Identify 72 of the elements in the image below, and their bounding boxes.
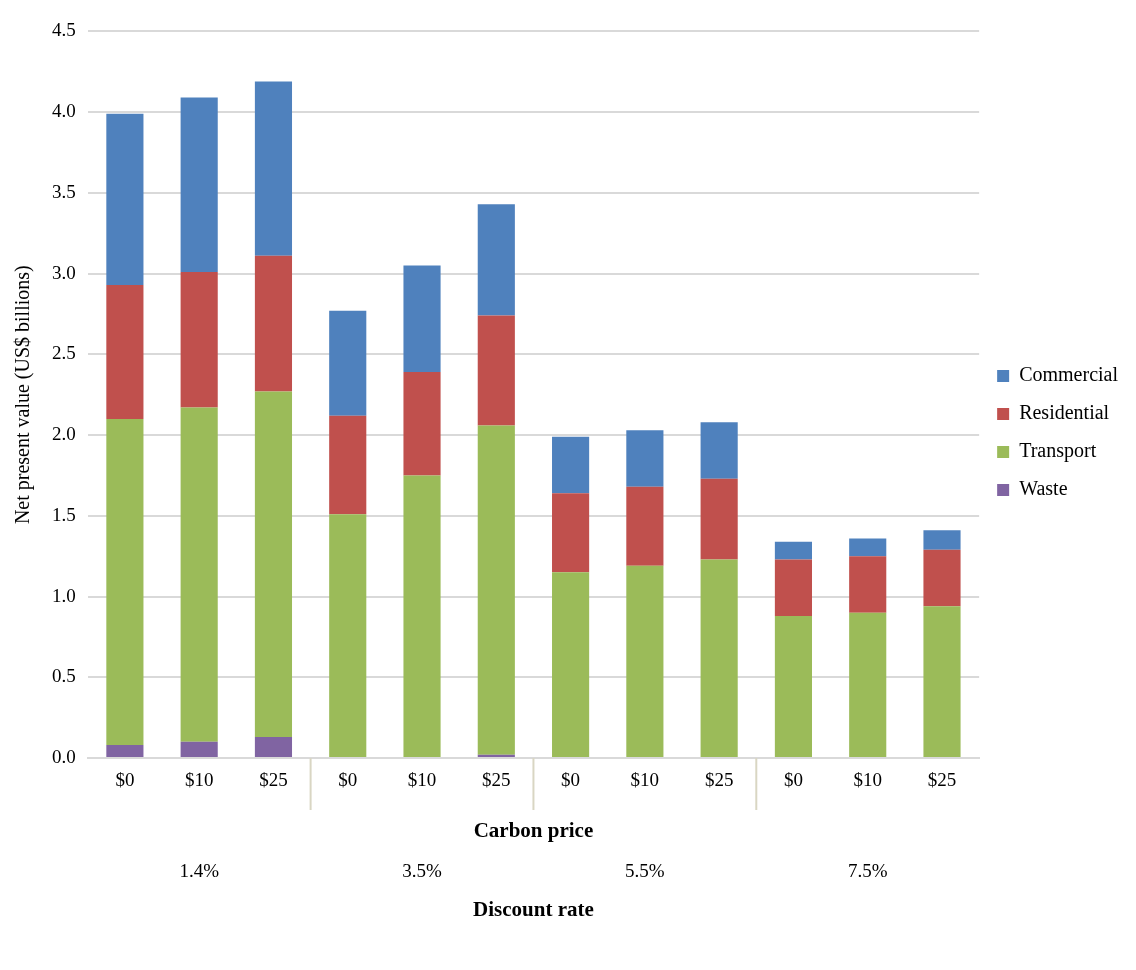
x-tick-label: $25 bbox=[482, 769, 511, 791]
y-tick-label: 1.5 bbox=[52, 503, 76, 525]
bar bbox=[180, 407, 218, 742]
x-tick-label: $25 bbox=[704, 769, 734, 791]
x-tick-label: $0 bbox=[115, 769, 135, 791]
legend-label: Waste bbox=[1019, 477, 1068, 500]
bar bbox=[254, 391, 293, 738]
bar bbox=[774, 559, 813, 616]
y-tick-label: 2.0 bbox=[52, 423, 76, 445]
x-tick-label: $10 bbox=[184, 769, 214, 791]
bar bbox=[552, 572, 590, 757]
bar bbox=[254, 737, 293, 757]
bar bbox=[106, 418, 144, 746]
legend-label: Residential bbox=[1019, 401, 1110, 424]
y-tick-label: 3.0 bbox=[52, 261, 76, 283]
x-tick-label: $25 bbox=[259, 769, 288, 791]
y-tick-label: 0.5 bbox=[52, 665, 76, 687]
bar bbox=[180, 741, 218, 757]
y-tick-label: 2.5 bbox=[52, 342, 76, 364]
x-tick-label: $0 bbox=[783, 769, 803, 791]
bar bbox=[329, 514, 367, 757]
y-tick-label: 4.0 bbox=[52, 100, 76, 122]
bar bbox=[329, 310, 367, 416]
x-tick-label: $10 bbox=[853, 769, 882, 791]
bar bbox=[626, 486, 664, 566]
bar bbox=[923, 549, 961, 607]
bar bbox=[106, 113, 144, 285]
bar bbox=[106, 745, 144, 757]
bar bbox=[254, 255, 293, 392]
bar bbox=[626, 430, 664, 487]
y-tick-label: 1.0 bbox=[52, 584, 76, 606]
bar bbox=[403, 475, 441, 757]
bar bbox=[849, 556, 887, 613]
text: Discount rate bbox=[473, 897, 594, 922]
bar bbox=[180, 271, 218, 408]
text: 5.5% bbox=[625, 859, 665, 881]
text: 1.4% bbox=[179, 859, 220, 881]
legend-label: Commercial bbox=[1019, 363, 1119, 386]
bar bbox=[552, 493, 590, 573]
bar bbox=[106, 284, 144, 419]
bar bbox=[849, 538, 887, 557]
x-axis-title: Carbon price bbox=[473, 817, 594, 842]
bar bbox=[180, 97, 218, 272]
bar bbox=[477, 425, 515, 755]
x-tick-label: $0 bbox=[561, 769, 581, 791]
text: 7.5% bbox=[847, 859, 888, 881]
y-tick-label: 4.5 bbox=[52, 19, 76, 41]
legend-label: Transport bbox=[1019, 439, 1097, 463]
bar bbox=[774, 615, 813, 757]
bar bbox=[477, 204, 515, 316]
bar bbox=[329, 415, 367, 515]
x-tick-label: $10 bbox=[630, 769, 660, 791]
y-axis-title: Net present value (US$ billions) bbox=[11, 265, 35, 525]
bar bbox=[700, 559, 738, 757]
bar bbox=[552, 436, 590, 494]
bar bbox=[626, 565, 664, 757]
bar bbox=[700, 422, 738, 479]
bar bbox=[849, 612, 887, 757]
x-tick-label: $0 bbox=[338, 769, 358, 791]
x-tick-label: $10 bbox=[407, 769, 437, 791]
bar bbox=[403, 372, 441, 476]
x-tick-label: $25 bbox=[927, 769, 957, 791]
y-tick-label: 0.0 bbox=[52, 745, 76, 767]
bar bbox=[477, 315, 515, 426]
bar bbox=[923, 606, 961, 757]
bar bbox=[923, 530, 961, 550]
bar bbox=[700, 478, 738, 560]
text: 3.5% bbox=[402, 859, 442, 881]
bar bbox=[254, 81, 293, 256]
bar bbox=[403, 265, 441, 373]
y-tick-label: 3.5 bbox=[52, 180, 76, 202]
bar bbox=[774, 541, 813, 560]
